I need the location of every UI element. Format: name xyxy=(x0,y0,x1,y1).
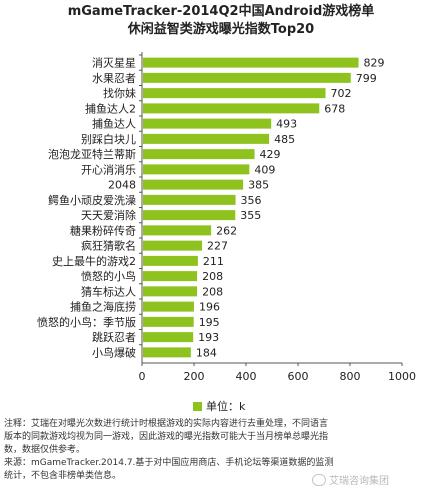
bar xyxy=(143,225,212,236)
chart-title-line1: mGameTracker-2014Q2中国Android游戏榜单 xyxy=(67,4,375,19)
category-label: 捕鱼达人 xyxy=(92,117,136,131)
data-label: 227 xyxy=(207,240,228,253)
bar xyxy=(143,271,198,282)
category-label: 水果忍者 xyxy=(92,72,136,85)
bar xyxy=(143,210,236,221)
category-label: 2048 xyxy=(108,179,136,192)
data-label: 829 xyxy=(364,57,385,70)
bar xyxy=(143,194,236,205)
bar xyxy=(143,72,351,83)
x-tick-label: 400 xyxy=(236,370,257,383)
data-label: 493 xyxy=(276,118,297,131)
chart-legend: 单位：k xyxy=(193,400,245,414)
category-label: 愤怒的小鸟 xyxy=(81,269,136,283)
category-label: 消灭星星 xyxy=(92,56,136,70)
category-label: 找你妹 xyxy=(103,86,136,100)
data-label: 262 xyxy=(216,224,237,237)
bar xyxy=(143,301,194,312)
data-label: 385 xyxy=(248,179,269,192)
data-label: 211 xyxy=(203,255,224,268)
data-label: 702 xyxy=(331,87,352,100)
category-label: 史上最牛的游戏2 xyxy=(52,254,136,268)
data-label: 485 xyxy=(274,133,295,146)
category-label: 猜车标达人 xyxy=(81,284,136,298)
category-label: 糖果粉碎传奇 xyxy=(70,223,136,237)
category-label: 跳跃忍者 xyxy=(92,330,136,344)
bar xyxy=(143,149,255,160)
data-label: 356 xyxy=(241,194,262,207)
bar-chart: 消灭星星 829 水果忍者 799 找你妹 702 捕鱼达人2 678 捕鱼达人 493 别踩白块儿… xyxy=(37,52,416,383)
chart-title-line2: 休闲益智类游戏曝光指数Top20 xyxy=(127,22,315,37)
watermark: 艾瑞咨询集团 xyxy=(312,472,389,487)
data-label: 429 xyxy=(260,148,281,161)
x-tick-label: 200 xyxy=(184,370,205,383)
data-label: 355 xyxy=(240,209,261,222)
bar xyxy=(143,88,326,99)
category-label: 小鸟爆破 xyxy=(92,345,136,359)
x-tick-label: 0 xyxy=(139,370,146,383)
bar xyxy=(143,118,272,129)
data-label: 409 xyxy=(254,163,275,176)
legend-label: 单位：k xyxy=(206,400,246,413)
legend-swatch xyxy=(193,402,202,411)
category-label: 捕鱼达人2 xyxy=(85,101,136,115)
bar xyxy=(143,164,250,175)
category-label: 开心消消乐 xyxy=(81,162,136,176)
bar xyxy=(143,240,203,251)
source-line-2: 统计，不包含非榜单类信息。 xyxy=(4,471,122,481)
x-tick-label: 600 xyxy=(288,370,309,383)
watermark-text: 艾瑞咨询集团 xyxy=(329,476,389,487)
bar xyxy=(143,347,191,358)
bar xyxy=(143,286,198,297)
x-tick-label: 800 xyxy=(340,370,361,383)
data-label: 195 xyxy=(199,316,220,329)
note-line-1: 注释：艾瑞在对曝光次数进行统计时根据游戏的实际内容进行去重处理，不同语言 xyxy=(4,419,329,429)
category-label: 天天爱消除 xyxy=(81,208,136,222)
bar xyxy=(143,103,320,114)
bar xyxy=(143,133,270,144)
data-label: 184 xyxy=(196,346,217,359)
data-label: 678 xyxy=(324,102,345,115)
category-label: 别踩白块儿 xyxy=(81,132,136,146)
note-line-3: 数，数据仅供参考。 xyxy=(4,445,86,455)
category-label: 鳄鱼小顽皮爱洗澡 xyxy=(48,193,136,207)
bar xyxy=(143,316,194,327)
category-label: 疯狂猜歌名 xyxy=(81,239,136,253)
note-line-2: 版本的同款游戏均视为同一游戏，因此游戏的曝光指数可能大于当月榜单总曝光指 xyxy=(4,432,329,442)
data-label: 196 xyxy=(199,301,220,314)
category-label: 捕鱼之海底捞 xyxy=(70,300,136,314)
data-label: 208 xyxy=(202,270,223,283)
data-label: 208 xyxy=(202,285,223,298)
data-label: 799 xyxy=(356,72,377,85)
data-label: 193 xyxy=(198,331,219,344)
source-line-1: 来源：mGameTracker.2014.7.基于对中国应用商店、手机论坛等渠道… xyxy=(4,458,334,468)
category-label: 泡泡龙亚特兰蒂斯 xyxy=(48,147,136,161)
category-label: 愤怒的小鸟：季节版 xyxy=(37,315,136,329)
bar xyxy=(143,332,194,343)
wechat-icon xyxy=(312,474,326,486)
bar xyxy=(143,255,198,266)
bar xyxy=(143,57,359,68)
bar xyxy=(143,179,244,190)
x-tick-label: 1000 xyxy=(388,370,416,383)
